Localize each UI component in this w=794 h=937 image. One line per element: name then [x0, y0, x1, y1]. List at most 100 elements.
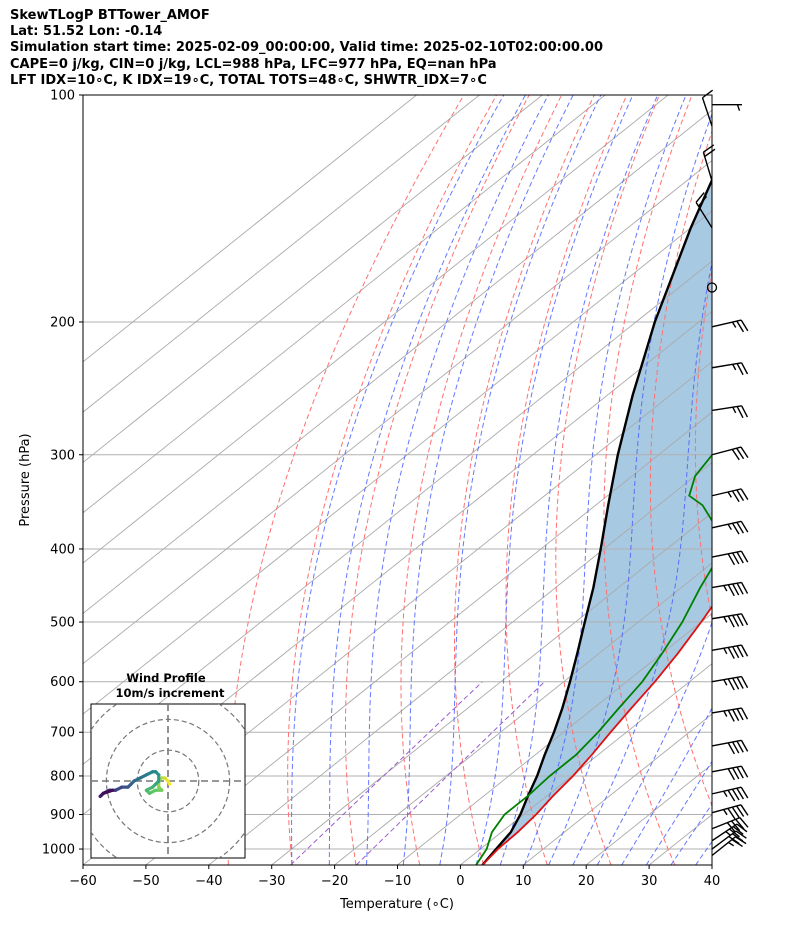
barb-full	[740, 676, 749, 689]
barb-full	[731, 522, 740, 535]
barb-full	[740, 446, 749, 458]
barb-full	[736, 645, 744, 658]
ytick-label-700: 700	[50, 726, 75, 741]
ytick-label-800: 800	[50, 769, 75, 784]
barb-staff	[711, 836, 736, 857]
barb-half	[723, 616, 728, 623]
barb-full	[702, 144, 715, 153]
moist-adiabat-0	[475, 95, 634, 865]
barb-staff	[711, 804, 742, 814]
isotherm--120	[83, 95, 669, 564]
barb-full	[732, 646, 740, 659]
wind-barb-130	[702, 144, 716, 182]
isotherm--90	[83, 210, 712, 715]
barb-full	[736, 766, 744, 779]
barb-half	[736, 104, 741, 111]
dry-adiabat-303	[603, 95, 693, 865]
barb-half	[722, 809, 728, 816]
wind-barb-180	[706, 282, 718, 293]
wind-barb-203	[711, 319, 749, 333]
barb-staff	[711, 765, 742, 773]
x-axis-label: Temperature (∘C)	[339, 897, 454, 912]
hodograph-title: Wind Profile	[126, 671, 206, 685]
barb-staff	[711, 675, 742, 683]
barb-full	[740, 707, 749, 720]
moist-adiabat-28	[645, 760, 712, 865]
barb-full	[736, 708, 744, 721]
ytick-label-400: 400	[50, 542, 75, 557]
moist-adiabat-20	[596, 620, 712, 865]
barb-full	[727, 789, 736, 802]
barb-full	[727, 709, 735, 722]
hodograph-subtitle: 10m/s increment	[116, 686, 225, 700]
xtick-label--10: −10	[384, 874, 411, 889]
wind-barb-150	[695, 192, 713, 229]
parcel-profile-line	[481, 177, 712, 865]
wind-barb-730	[711, 739, 749, 755]
moist-adiabat--6	[439, 95, 602, 865]
wind-barbs	[695, 89, 749, 857]
barb-full	[732, 677, 740, 690]
barb-staff	[711, 446, 742, 456]
barb-full	[735, 818, 745, 830]
barb-half	[732, 406, 737, 414]
barb-full	[740, 550, 749, 563]
barb-full	[727, 584, 735, 597]
barb-full	[736, 447, 745, 460]
barb-half	[732, 363, 737, 371]
xtick-label--20: −20	[321, 874, 348, 889]
isotherm--20	[334, 562, 712, 865]
xtick-label-30: 30	[641, 874, 658, 889]
barb-full	[727, 647, 735, 659]
wind-barb-110	[701, 89, 714, 127]
barb-half	[723, 647, 728, 655]
barb-full	[731, 448, 740, 461]
wind-barb-845	[711, 786, 749, 802]
barb-full	[740, 740, 749, 752]
wind-barb-103	[712, 103, 742, 111]
barb-half	[723, 585, 728, 592]
moist-adiabat-4	[499, 95, 659, 865]
barb-full	[736, 823, 748, 833]
barb-staff	[711, 405, 742, 412]
barb-full	[736, 787, 745, 800]
title-line-location: Lat: 51.52 Lon: -0.14	[10, 24, 163, 40]
barb-half	[727, 523, 732, 531]
mixing-ratio-0.4	[290, 681, 483, 865]
xtick-label-0: 0	[456, 874, 464, 889]
mixing-ratio-1	[355, 681, 545, 865]
barb-full	[727, 768, 735, 781]
barb-staff	[701, 97, 713, 127]
title-line-station: SkewTLogP BTTower_AMOF	[10, 8, 210, 23]
xtick-label--50: −50	[132, 874, 159, 889]
barb-full	[740, 644, 749, 657]
dry-adiabat-313	[649, 129, 712, 807]
wind-barb-600	[711, 675, 749, 691]
barb-half	[723, 679, 728, 686]
moist-adiabat-16	[572, 259, 712, 865]
barb-full	[736, 521, 745, 534]
moist-adiabat--12	[402, 95, 574, 865]
wind-barb-410	[711, 550, 749, 566]
barb-full	[732, 583, 740, 596]
dry-adiabat-253	[344, 95, 530, 865]
barb-full	[735, 830, 747, 839]
barb-full	[727, 807, 736, 820]
barb-staff	[711, 362, 742, 369]
xtick-label--40: −40	[195, 874, 222, 889]
barb-full	[740, 765, 749, 778]
barb-staff	[711, 520, 742, 529]
barb-full	[736, 551, 744, 564]
barb-full	[704, 148, 716, 158]
barb-staff	[711, 707, 742, 714]
wind-barb-262	[711, 405, 749, 419]
wind-barb-300	[711, 446, 749, 461]
barb-full	[736, 489, 745, 502]
calm-circle	[706, 282, 718, 293]
barb-full	[732, 709, 740, 722]
barb-half	[728, 841, 735, 847]
barb-full	[736, 740, 744, 753]
wind-barb-340	[711, 488, 749, 503]
wind-barb-450	[711, 581, 749, 597]
